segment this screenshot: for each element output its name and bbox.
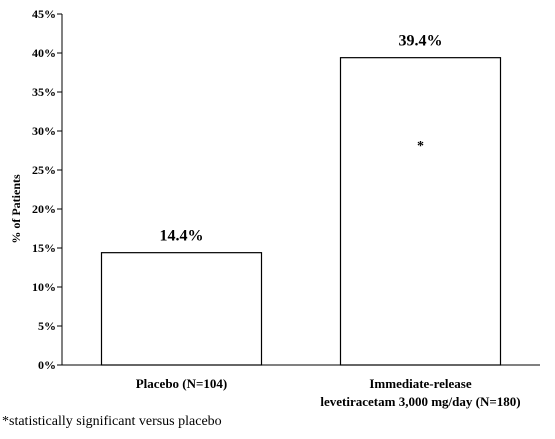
y-tick-label: 25% (32, 163, 56, 177)
y-tick-label: 0% (38, 358, 56, 372)
bar (339, 57, 502, 366)
y-tick-label: 40% (32, 46, 56, 60)
significance-marker: * (417, 139, 424, 154)
bar (100, 252, 263, 366)
bar-chart: 0% 5% 10% 15% 20% 25% 30% 35% 40% 45% 14.4% 39.4% *… (9, 7, 540, 409)
y-tick-label: 20% (32, 202, 56, 216)
y-axis-ticks: 0% 5% 10% 15% 20% 25% 30% 35% 40% 45% (32, 7, 62, 372)
data-label: 39.4% (399, 33, 443, 50)
y-tick-label: 10% (32, 280, 56, 294)
y-tick-label: 45% (32, 7, 56, 21)
y-axis-label: % of Patients (9, 174, 23, 244)
y-tick-label: 35% (32, 85, 56, 99)
category-label: Placebo (N=104) (136, 376, 228, 391)
y-tick-label: 5% (38, 319, 56, 333)
data-labels: 14.4% 39.4% * (160, 33, 443, 245)
bars (100, 57, 502, 366)
y-tick-label: 30% (32, 124, 56, 138)
category-label: Immediate-release (369, 376, 472, 391)
y-tick-label: 15% (32, 241, 56, 255)
category-labels: Placebo (N=104) Immediate-release levetira… (136, 376, 521, 409)
data-label: 14.4% (160, 228, 204, 245)
footnote: *statistically significant versus placeb… (2, 414, 222, 429)
category-label: levetiracetam 3,000 mg/day (N=180) (320, 394, 520, 409)
